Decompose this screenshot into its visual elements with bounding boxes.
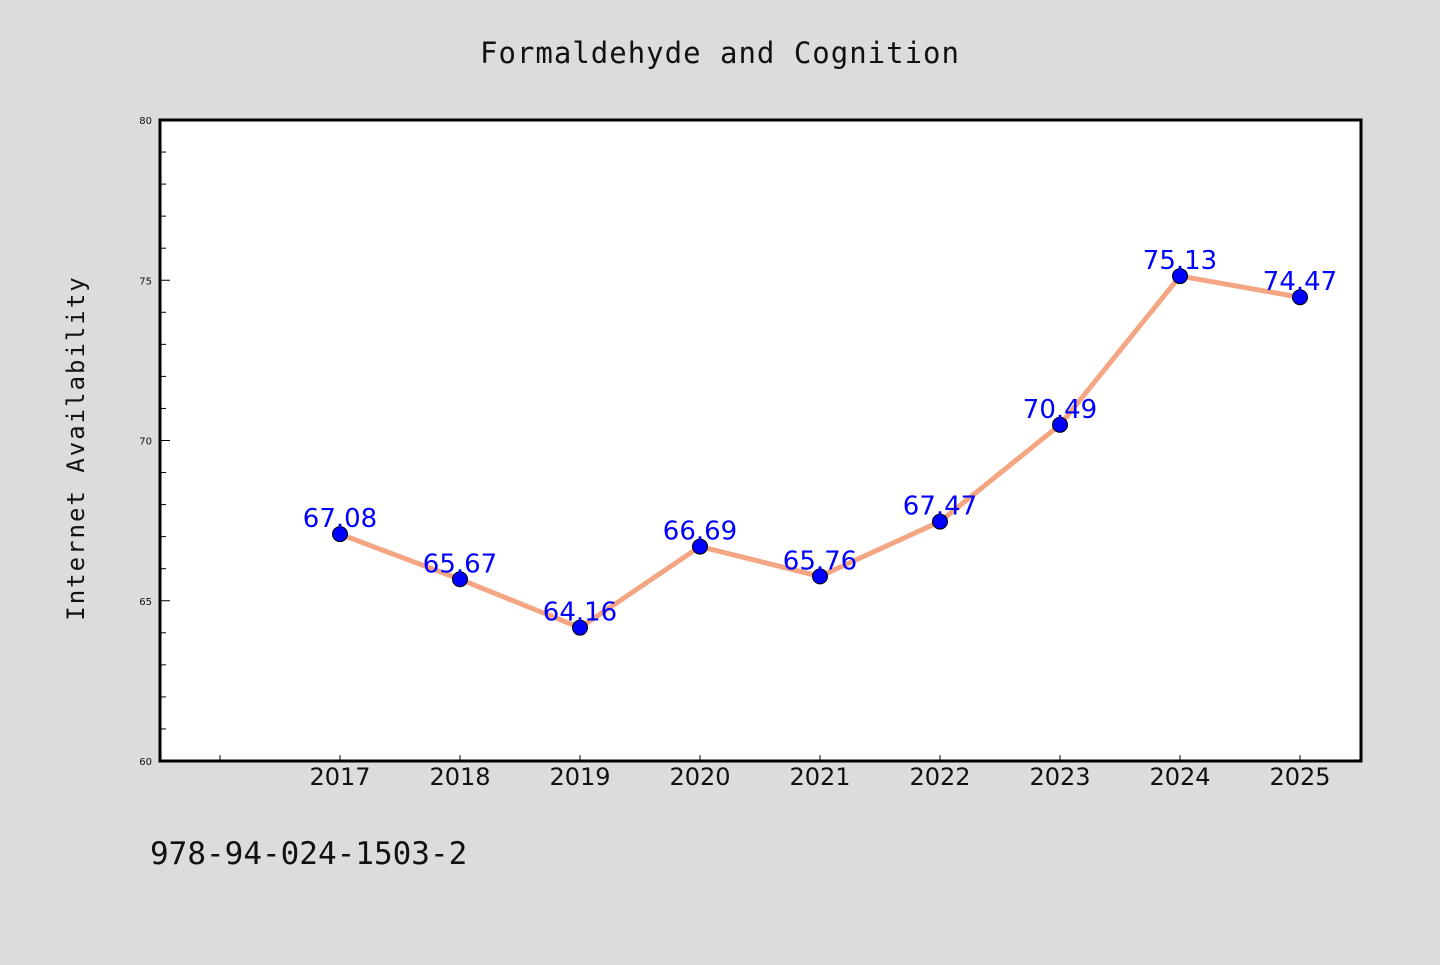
x-tick-label: 2020 [669, 763, 730, 791]
plot-frame [158, 118, 1363, 763]
plot-area [160, 120, 1361, 761]
data-point-marker [452, 571, 468, 588]
data-point-marker [812, 568, 828, 585]
x-tick-label: 2021 [789, 763, 850, 791]
data-label: 67.47 [903, 492, 977, 522]
data-label: 70.49 [1023, 395, 1097, 425]
x-tick-label: 2023 [1029, 763, 1090, 791]
data-label: 65.76 [783, 546, 857, 576]
y-axis-label: Internet Availability [62, 275, 90, 620]
data-point-marker [1172, 268, 1188, 285]
y-tick-label: 75 [139, 276, 152, 287]
data-label: 64.16 [543, 598, 617, 628]
y-tick-label: 80 [139, 116, 152, 127]
data-point-marker [572, 619, 588, 636]
data-point-marker [692, 538, 708, 555]
chart-title: Formaldehyde and Cognition [480, 36, 960, 70]
y-tick-label: 60 [139, 757, 152, 768]
data-label: 75.13 [1143, 246, 1217, 276]
isbn-text: 978-94-024-1503-2 [150, 836, 467, 872]
data-label: 66.69 [663, 517, 737, 547]
data-label: 74.47 [1263, 267, 1337, 297]
x-tick-label: 2022 [909, 763, 970, 791]
data-point-marker [1052, 416, 1068, 433]
y-tick-label: 70 [139, 437, 152, 448]
x-tick-label: 2025 [1269, 763, 1330, 791]
x-tick-label: 2018 [429, 763, 490, 791]
x-tick-label: 2024 [1149, 763, 1210, 791]
y-tick-label: 65 [139, 597, 152, 608]
data-point-marker [932, 513, 948, 530]
data-point-marker [332, 526, 348, 543]
x-tick-label: 2019 [549, 763, 610, 791]
axis-ticks: 60 65 70 75 80 2017 2018 2019 2020 2021 2022 2023 20… [139, 116, 1330, 791]
data-label: 67.08 [303, 504, 377, 534]
data-labels-layer: 67.08 65.67 64.16 66.69 65.76 67.47 70.49 75.13… [303, 246, 1337, 628]
x-tick-label: 2017 [309, 763, 370, 791]
data-point-marker [1292, 289, 1308, 306]
data-label: 65.67 [423, 549, 497, 579]
markers-layer [332, 268, 1308, 636]
